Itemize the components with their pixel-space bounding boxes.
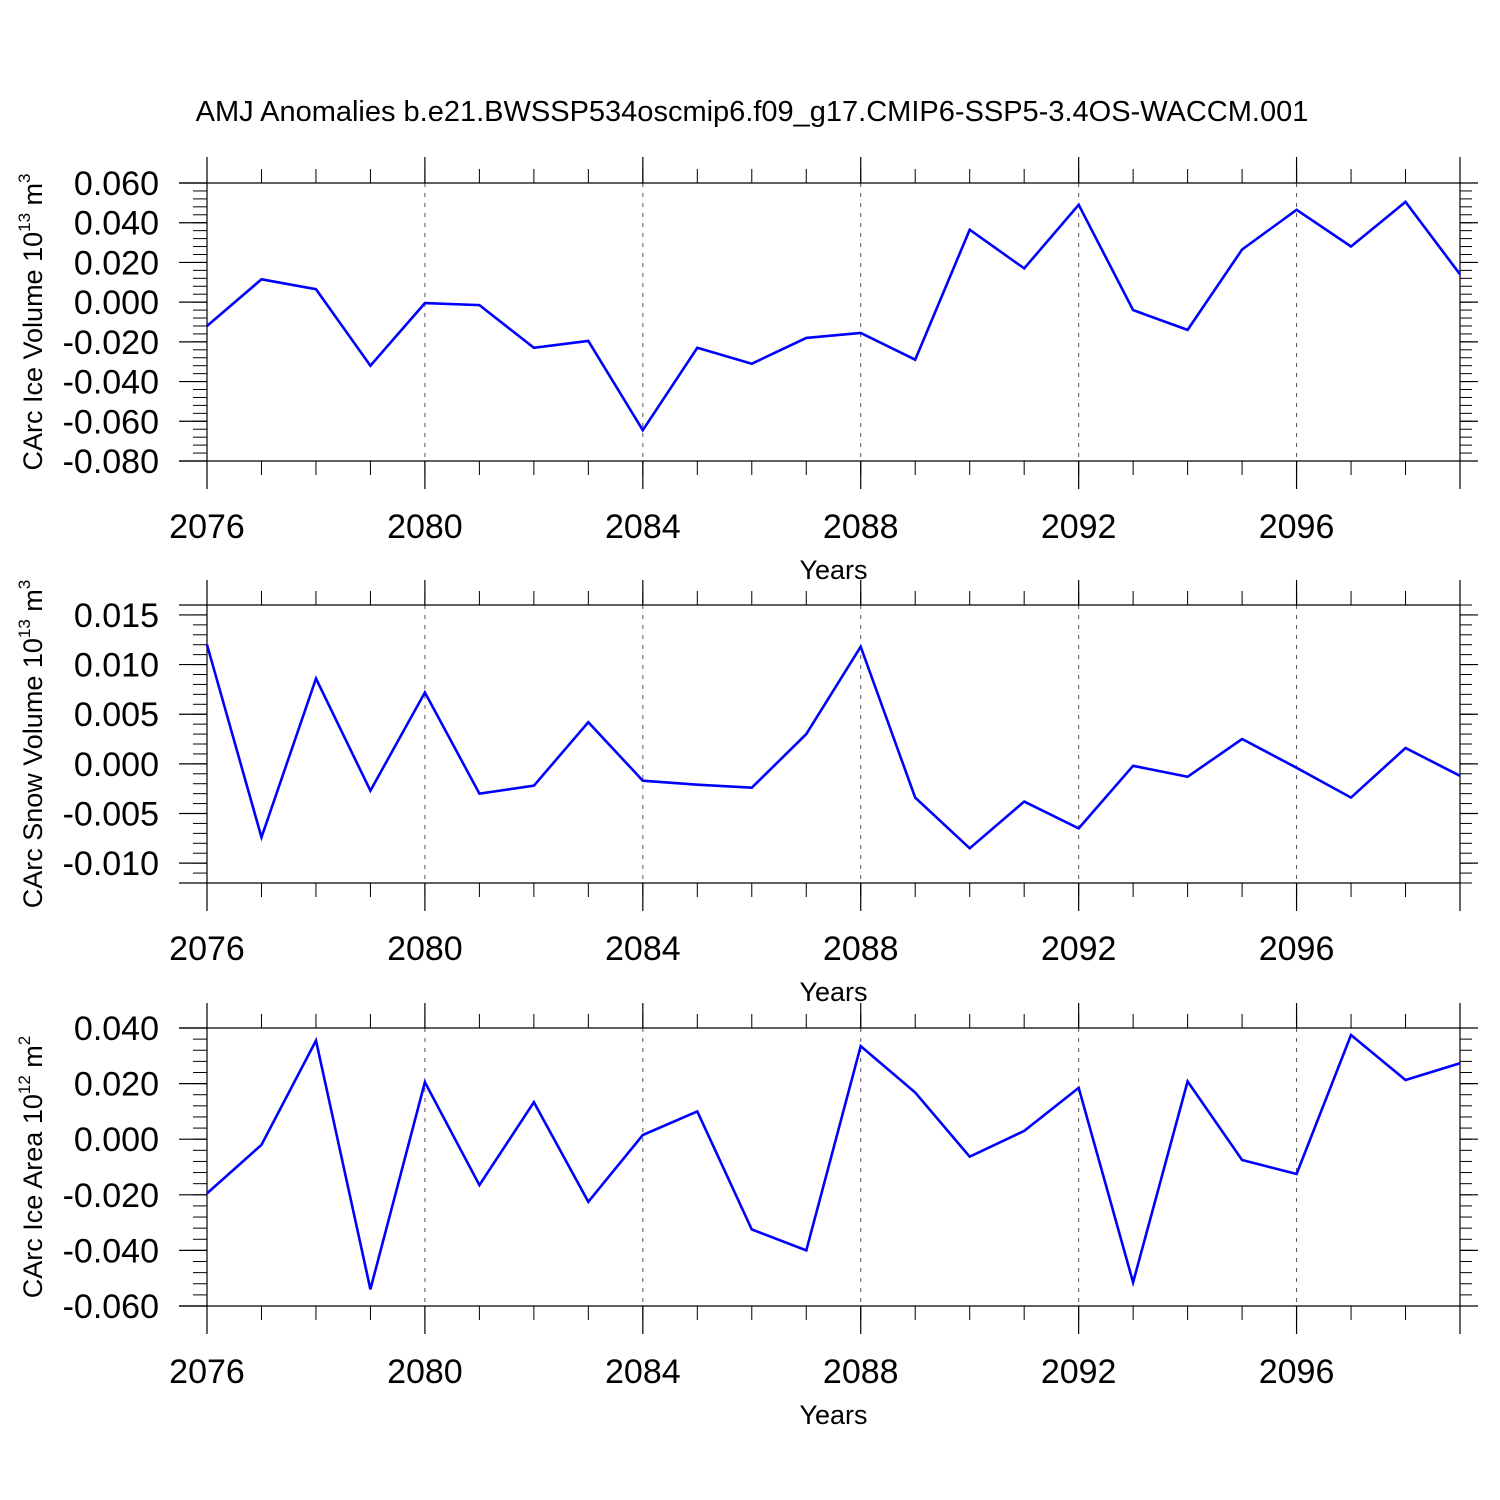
y-axis-label: CArc Ice Volume 1013 m3 xyxy=(15,173,48,470)
x-tick-label: 2084 xyxy=(605,1353,681,1391)
chart-panel-2: 0.015 0.010 0.005 0.000 -0.005 -0.010 2076 2080… xyxy=(15,580,1478,1007)
x-tick-label: 2076 xyxy=(169,508,245,546)
x-tick-label: 2096 xyxy=(1259,1353,1335,1391)
x-axis-label: Years xyxy=(799,1400,867,1430)
y-tick-label: 0.000 xyxy=(74,1121,159,1159)
y-tick-label: -0.040 xyxy=(63,364,159,402)
x-tick-label: 2092 xyxy=(1041,508,1117,546)
chart-panel-3: 0.040 0.020 0.000 -0.020 -0.040 -0.060 2076 208… xyxy=(15,1003,1478,1430)
y-tick-label: -0.005 xyxy=(63,796,159,834)
x-tick-label: 2084 xyxy=(605,930,681,968)
x-tick-label: 2092 xyxy=(1041,1353,1117,1391)
y-tick-label: 0.040 xyxy=(74,205,159,243)
x-tick-label: 2088 xyxy=(823,508,899,546)
x-tick-label: 2080 xyxy=(387,930,463,968)
x-tick-label: 2096 xyxy=(1259,508,1335,546)
x-tick-label: 2080 xyxy=(387,508,463,546)
panels: 0.0600.0400.0200.000-0.020-0.040-0.060-0… xyxy=(15,157,1478,1430)
x-tick-label: 2076 xyxy=(169,930,245,968)
x-tick-label: 2092 xyxy=(1041,930,1117,968)
y-tick-label: -0.040 xyxy=(63,1232,159,1270)
y-tick-label: -0.060 xyxy=(63,403,159,441)
x-tick-label: 2076 xyxy=(169,1353,245,1391)
x-tick-label: 2096 xyxy=(1259,930,1335,968)
y-tick-label: 0.015 xyxy=(74,597,159,635)
x-axis-label: Years xyxy=(799,977,867,1007)
y-tick-label: -0.020 xyxy=(63,324,159,362)
y-tick-label: 0.005 xyxy=(74,696,159,734)
y-tick-label: 0.000 xyxy=(74,284,159,322)
x-tick-label: 2088 xyxy=(823,1353,899,1391)
y-tick-label: 0.000 xyxy=(74,746,159,784)
y-tick-label: 0.040 xyxy=(74,1010,159,1048)
x-tick-label: 2080 xyxy=(387,1353,463,1391)
y-tick-label: -0.060 xyxy=(63,1288,159,1326)
figure-title: AMJ Anomalies b.e21.BWSSP534oscmip6.f09_… xyxy=(196,96,1309,128)
y-tick-label: -0.010 xyxy=(63,845,159,883)
y-axis-label: CArc Snow Volume 1013 m3 xyxy=(15,580,48,909)
x-tick-label: 2088 xyxy=(823,930,899,968)
y-tick-label: 0.020 xyxy=(74,244,159,282)
series-line xyxy=(206,1032,1461,1290)
x-axis-label: Years xyxy=(799,555,867,585)
series-line xyxy=(205,643,1461,851)
y-tick-label: 0.020 xyxy=(74,1066,159,1104)
y-tick-label: 0.010 xyxy=(74,647,159,685)
series-line xyxy=(206,200,1462,433)
y-tick-label: -0.080 xyxy=(63,443,159,481)
y-tick-label: -0.020 xyxy=(63,1177,159,1215)
chart-panel-1: 0.0600.0400.0200.000-0.020-0.040-0.060-0… xyxy=(15,157,1478,585)
y-axis-label: CArc Ice Area 1012 m2 xyxy=(15,1036,48,1299)
x-tick-label: 2084 xyxy=(605,508,681,546)
y-tick-label: 0.060 xyxy=(74,165,159,203)
